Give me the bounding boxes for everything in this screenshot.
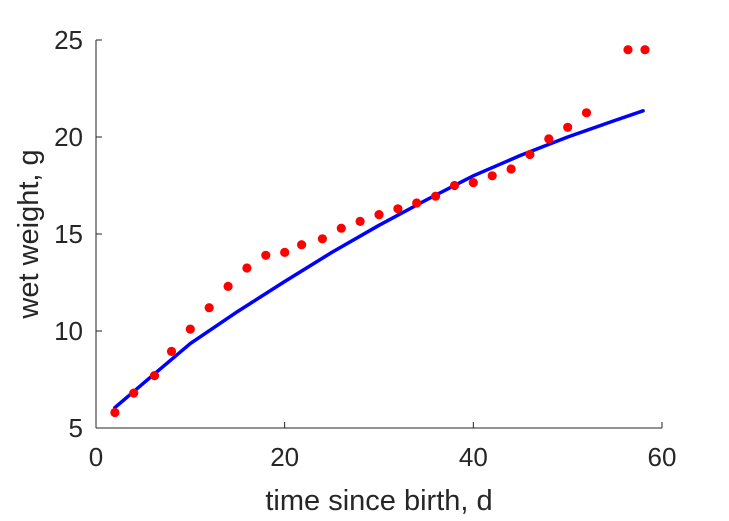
data-point	[449, 180, 460, 191]
data-point	[242, 263, 252, 273]
data-point	[166, 346, 177, 356]
x-tick-label: 40	[459, 442, 488, 472]
data-point	[506, 164, 516, 174]
data-point	[204, 303, 214, 313]
fit-line	[113, 109, 645, 410]
x-tick-label: 60	[648, 442, 677, 472]
x-axis-label: time since birth, d	[265, 485, 492, 517]
data-point	[563, 122, 573, 132]
y-axis-label: wet weight, g	[13, 149, 45, 319]
data-point	[623, 45, 633, 55]
y-tick-label: 5	[69, 413, 83, 443]
data-point	[185, 324, 195, 334]
y-tick-label: 10	[54, 316, 83, 346]
data-point	[355, 216, 365, 226]
data-point	[336, 223, 346, 233]
data-point	[280, 247, 290, 257]
data-point	[317, 234, 327, 244]
data-points	[110, 45, 650, 418]
data-point	[581, 108, 592, 118]
data-point	[149, 371, 160, 381]
data-point	[431, 191, 441, 201]
data-point	[223, 281, 233, 291]
data-point	[297, 240, 307, 250]
data-point	[487, 171, 497, 181]
y-tick-label: 20	[54, 122, 83, 152]
data-point	[640, 45, 650, 55]
data-point	[468, 178, 478, 188]
data-point	[525, 149, 535, 160]
data-point	[261, 250, 271, 260]
data-point	[544, 134, 554, 144]
data-point	[393, 204, 403, 214]
model-fit-line	[113, 109, 645, 410]
y-tick-label: 15	[54, 219, 83, 249]
data-point	[412, 198, 422, 208]
data-point	[110, 407, 120, 418]
x-tick-label: 0	[89, 442, 103, 472]
x-tick-label: 20	[270, 442, 299, 472]
data-point	[374, 210, 384, 220]
data-point	[129, 388, 139, 398]
axes: 0 20 40 60 5 10 15 20 25	[54, 25, 676, 472]
y-tick-label: 25	[54, 25, 83, 55]
